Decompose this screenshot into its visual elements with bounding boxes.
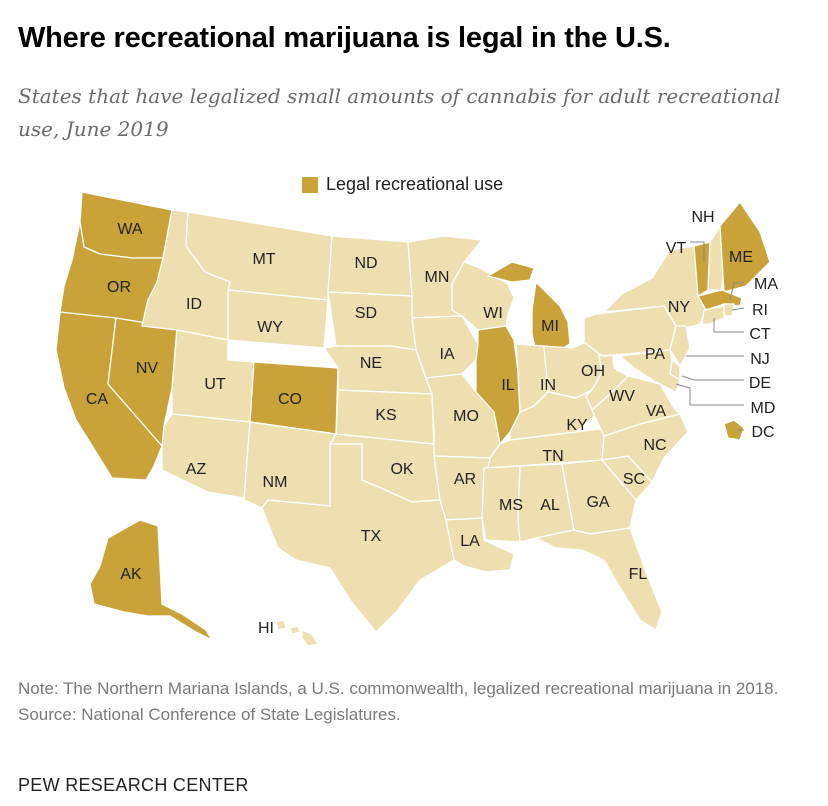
state-shape-mi bbox=[487, 261, 535, 283]
leader-line-ma bbox=[729, 282, 744, 301]
state-label-ut: UT bbox=[204, 376, 226, 393]
state-shape-mi bbox=[531, 281, 571, 353]
state-label-ct: CT bbox=[749, 326, 771, 343]
state-label-ne: NE bbox=[360, 355, 382, 372]
state-label-in: IN bbox=[540, 377, 556, 394]
state-label-wy: WY bbox=[257, 319, 283, 336]
leader-line-vt bbox=[690, 241, 705, 262]
state-label-il: IL bbox=[501, 377, 514, 394]
state-shape-il bbox=[475, 325, 521, 445]
state-shape-ia bbox=[411, 315, 479, 379]
leader-line-de bbox=[681, 375, 744, 381]
note-text: Note: The Northern Mariana Islands, a U.… bbox=[18, 679, 779, 698]
state-label-tn: TN bbox=[542, 448, 563, 465]
state-shapes bbox=[55, 191, 771, 647]
state-shape-hi bbox=[275, 619, 287, 631]
chart-notes: Note: The Northern Mariana Islands, a U.… bbox=[18, 676, 818, 728]
state-label-or: OR bbox=[107, 279, 131, 296]
state-label-mi: MI bbox=[541, 318, 559, 335]
state-label-sd: SD bbox=[355, 305, 377, 322]
state-shape-nj bbox=[669, 325, 691, 367]
state-label-hi: HI bbox=[258, 620, 274, 637]
state-label-mn: MN bbox=[425, 269, 450, 286]
state-shape-md bbox=[619, 349, 681, 393]
state-labels: WA OR CA NV ID MT WY UT CO AZ NM ND SD NE KS OK TX MN IA MO… bbox=[86, 209, 778, 637]
state-label-mo: MO bbox=[453, 408, 479, 425]
state-label-md: MD bbox=[751, 400, 776, 417]
state-label-ny: NY bbox=[668, 299, 691, 316]
chart-subtitle: States that have legalized small amounts… bbox=[18, 84, 781, 141]
state-label-tx: TX bbox=[361, 528, 382, 545]
legend-swatch-legal bbox=[302, 176, 318, 193]
state-shape-hi bbox=[289, 625, 301, 635]
state-shape-ct bbox=[701, 305, 725, 325]
leader-line-md bbox=[675, 383, 744, 406]
state-shape-dc bbox=[723, 419, 745, 441]
state-label-ks: KS bbox=[375, 407, 396, 424]
state-label-fl: FL bbox=[629, 566, 648, 583]
state-shape-nm bbox=[243, 421, 337, 509]
state-label-wi: WI bbox=[483, 305, 503, 322]
state-label-nj: NJ bbox=[750, 351, 770, 368]
leader-lines bbox=[675, 241, 745, 431]
source-text: Source: National Conference of State Leg… bbox=[18, 705, 401, 724]
state-shape-wv bbox=[585, 337, 629, 411]
state-label-pa: PA bbox=[645, 346, 665, 363]
state-label-al: AL bbox=[540, 497, 560, 514]
state-shape-ak bbox=[89, 519, 213, 641]
state-label-nd: ND bbox=[354, 255, 377, 272]
state-label-ri: RI bbox=[752, 302, 768, 319]
state-label-nv: NV bbox=[136, 360, 159, 377]
state-shape-fl bbox=[535, 527, 663, 631]
state-label-oh: OH bbox=[581, 363, 605, 380]
state-shape-hi bbox=[301, 629, 319, 647]
state-shape-tx bbox=[261, 443, 455, 633]
leader-line-ct bbox=[713, 318, 744, 333]
state-label-az: AZ bbox=[186, 461, 207, 478]
state-label-ia: IA bbox=[439, 346, 454, 363]
state-label-nm: NM bbox=[263, 474, 288, 491]
us-state-map: WA OR CA NV ID MT WY UT CO AZ NM ND SD NE KS OK TX MN IA MO… bbox=[55, 191, 778, 647]
leader-line-ri bbox=[731, 307, 745, 311]
state-label-ca: CA bbox=[86, 391, 109, 408]
state-label-ms: MS bbox=[499, 497, 523, 514]
map-legend: Legal recreational use bbox=[302, 174, 503, 195]
state-label-nh: NH bbox=[691, 209, 714, 226]
state-label-wa: WA bbox=[117, 221, 143, 238]
state-label-mt: MT bbox=[252, 251, 275, 268]
legend-label-legal: Legal recreational use bbox=[326, 174, 504, 194]
state-label-id: ID bbox=[186, 296, 202, 313]
state-label-ky: KY bbox=[566, 417, 588, 434]
state-label-vt: VT bbox=[666, 240, 687, 257]
state-label-ga: GA bbox=[586, 494, 609, 511]
state-shape-ky bbox=[509, 389, 605, 441]
state-label-va: VA bbox=[646, 403, 666, 420]
state-label-de: DE bbox=[749, 375, 771, 392]
state-label-ak: AK bbox=[120, 566, 142, 583]
chart-title: Where recreational marijuana is legal in… bbox=[18, 22, 671, 54]
state-label-sc: SC bbox=[623, 471, 645, 488]
state-label-me: ME bbox=[729, 249, 753, 266]
state-label-ma: MA bbox=[754, 276, 778, 293]
state-label-ok: OK bbox=[390, 461, 413, 478]
state-shape-az bbox=[161, 413, 251, 499]
state-label-nc: NC bbox=[643, 437, 666, 454]
state-label-wv: WV bbox=[609, 388, 635, 405]
state-label-ar: AR bbox=[454, 471, 476, 488]
state-label-dc: DC bbox=[751, 424, 774, 441]
publisher-credit: PEW RESEARCH CENTER bbox=[18, 775, 249, 795]
state-shape-la bbox=[445, 517, 515, 573]
state-label-la: LA bbox=[460, 533, 480, 550]
state-label-co: CO bbox=[278, 391, 302, 408]
